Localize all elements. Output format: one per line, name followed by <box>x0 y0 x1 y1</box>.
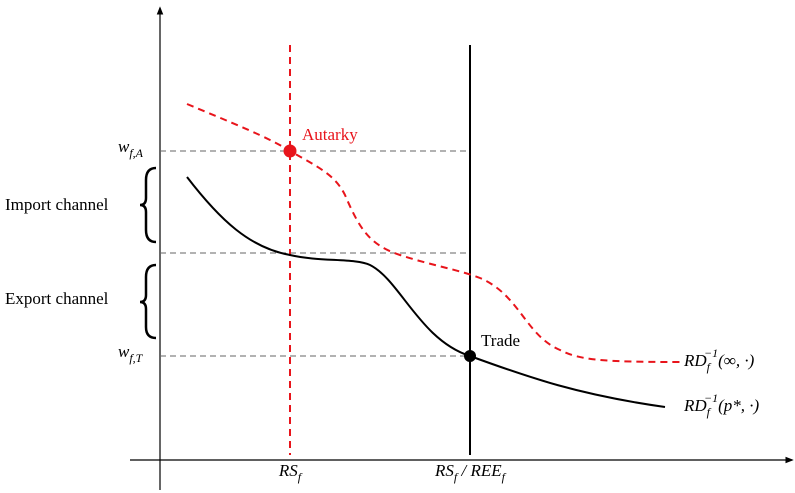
x-label: RSf / REEf <box>434 461 507 484</box>
trade-curve <box>186 176 666 408</box>
label-part: −1 <box>704 391 718 405</box>
curve-label: RDf−1(∞, ·) <box>683 346 755 374</box>
export-bracket <box>139 263 157 340</box>
label-part: w <box>118 342 130 361</box>
label-part: (p*, ·) <box>718 396 759 415</box>
label-part: RD <box>683 396 707 415</box>
label-part: (∞, ·) <box>718 351 755 370</box>
label-part: RD <box>683 351 707 370</box>
label-part: f <box>298 470 303 484</box>
x-label: RSf <box>278 461 303 484</box>
label-part: f,A <box>129 146 143 160</box>
trade-point <box>464 350 476 362</box>
label-part: f <box>502 470 507 484</box>
y-label: wf,T <box>118 342 144 365</box>
curve-label: RDf−1(p*, ·) <box>683 391 760 419</box>
autarky-point <box>283 144 297 158</box>
guide-lines <box>160 150 466 357</box>
label-part: f <box>454 470 459 484</box>
label-part: −1 <box>704 346 718 360</box>
label-part: RS <box>434 461 454 480</box>
label-part: RS <box>278 461 298 480</box>
label-part: f <box>707 360 712 374</box>
point-label: Trade <box>481 331 520 350</box>
label-part: f <box>707 405 712 419</box>
label-part: / REE <box>457 461 502 480</box>
label-part: w <box>118 137 130 156</box>
autarky-curve <box>186 103 681 363</box>
channel-label: Export channel <box>5 289 109 308</box>
channel-label: Import channel <box>5 195 109 214</box>
y-label: wf,A <box>118 137 144 160</box>
import-bracket <box>139 166 157 244</box>
label-part: f,T <box>129 351 143 365</box>
point-label: Autarky <box>302 125 358 144</box>
